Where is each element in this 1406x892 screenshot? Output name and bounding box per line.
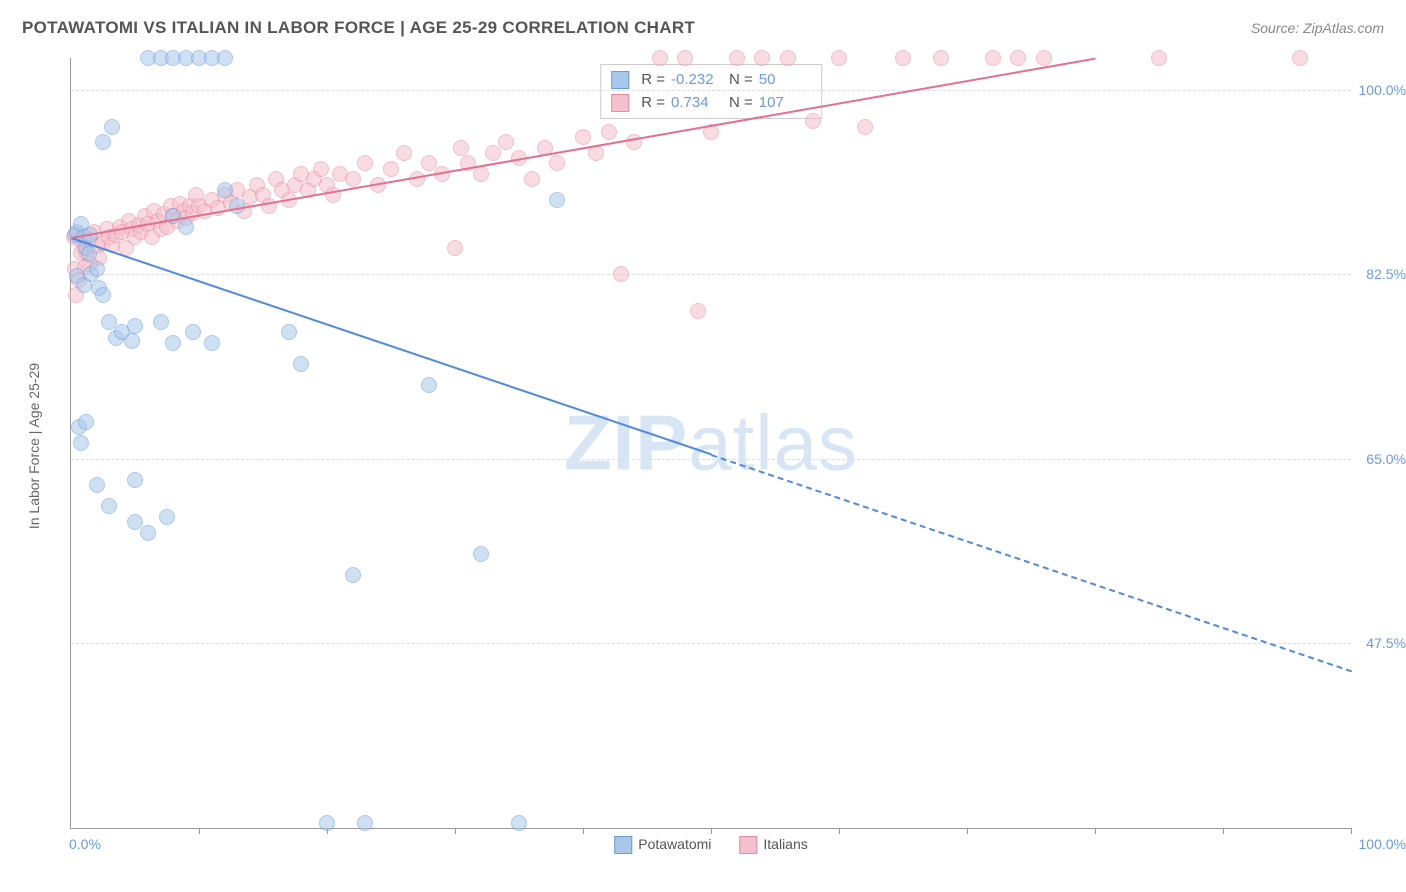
y-axis-label: In Labor Force | Age 25-29 xyxy=(26,363,42,529)
source-label: Source: ZipAtlas.com xyxy=(1251,20,1384,36)
potawatomi-marker xyxy=(140,525,156,541)
x-axis-max: 100.0% xyxy=(1359,836,1406,852)
potawatomi-marker xyxy=(89,261,105,277)
italians-marker xyxy=(1010,50,1026,66)
potawatomi-marker xyxy=(293,356,309,372)
potawatomi-marker xyxy=(473,546,489,562)
italians-marker xyxy=(613,266,629,282)
r-value-italians: 0.734 xyxy=(671,92,723,115)
potawatomi-marker xyxy=(229,198,245,214)
gridline xyxy=(71,459,1351,460)
y-tick-label: 100.0% xyxy=(1359,82,1406,98)
potawatomi-marker xyxy=(124,333,140,349)
italians-marker xyxy=(831,50,847,66)
italians-marker xyxy=(729,50,745,66)
italians-marker xyxy=(357,155,373,171)
legend-swatch-potawatomi xyxy=(611,71,629,89)
potawatomi-marker xyxy=(345,567,361,583)
gridline xyxy=(71,643,1351,644)
potawatomi-marker xyxy=(511,815,527,831)
italians-marker xyxy=(575,129,591,145)
italians-marker xyxy=(447,240,463,256)
swatch-italians-icon xyxy=(739,836,757,854)
x-tick xyxy=(967,828,968,834)
potawatomi-marker xyxy=(89,477,105,493)
trend-line xyxy=(710,454,1351,674)
potawatomi-marker xyxy=(127,318,143,334)
potawatomi-marker xyxy=(95,287,111,303)
italians-marker xyxy=(498,134,514,150)
trend-line xyxy=(71,58,1095,239)
gridline xyxy=(71,90,1351,91)
swatch-potawatomi-icon xyxy=(614,836,632,854)
x-tick xyxy=(1223,828,1224,834)
chart-title: POTAWATOMI VS ITALIAN IN LABOR FORCE | A… xyxy=(22,18,695,38)
italians-marker xyxy=(1036,50,1052,66)
potawatomi-marker xyxy=(73,435,89,451)
y-tick-label: 82.5% xyxy=(1366,266,1406,282)
italians-marker xyxy=(261,198,277,214)
series-legend: Potawatomi Italians xyxy=(614,836,808,854)
plot-area: ZIPatlas R =-0.232 N =50 R =0.734 N =107… xyxy=(70,58,1351,829)
italians-marker xyxy=(601,124,617,140)
potawatomi-marker xyxy=(281,324,297,340)
y-tick-label: 65.0% xyxy=(1366,451,1406,467)
italians-marker xyxy=(396,145,412,161)
x-tick xyxy=(839,828,840,834)
italians-marker xyxy=(780,50,796,66)
potawatomi-marker xyxy=(217,182,233,198)
italians-marker xyxy=(524,171,540,187)
potawatomi-marker xyxy=(104,119,120,135)
italians-marker xyxy=(754,50,770,66)
x-tick xyxy=(583,828,584,834)
r-value-potawatomi: -0.232 xyxy=(671,69,723,92)
y-tick-label: 47.5% xyxy=(1366,635,1406,651)
x-tick xyxy=(711,828,712,834)
legend-label-italians: Italians xyxy=(763,836,807,852)
potawatomi-marker xyxy=(165,335,181,351)
potawatomi-marker xyxy=(78,414,94,430)
potawatomi-marker xyxy=(185,324,201,340)
italians-marker xyxy=(933,50,949,66)
x-tick xyxy=(1351,828,1352,834)
potawatomi-marker xyxy=(95,134,111,150)
gridline xyxy=(71,274,1351,275)
potawatomi-marker xyxy=(159,509,175,525)
n-value-potawatomi: 50 xyxy=(759,69,811,92)
italians-marker xyxy=(313,161,329,177)
italians-marker xyxy=(345,171,361,187)
italians-marker xyxy=(549,155,565,171)
potawatomi-marker xyxy=(153,314,169,330)
italians-marker xyxy=(1292,50,1308,66)
potawatomi-marker xyxy=(549,192,565,208)
potawatomi-marker xyxy=(421,377,437,393)
watermark: ZIPatlas xyxy=(564,398,858,489)
italians-marker xyxy=(677,50,693,66)
potawatomi-marker xyxy=(127,472,143,488)
italians-marker xyxy=(690,303,706,319)
potawatomi-marker xyxy=(178,219,194,235)
italians-marker xyxy=(985,50,1001,66)
italians-marker xyxy=(805,113,821,129)
italians-marker xyxy=(857,119,873,135)
italians-marker xyxy=(895,50,911,66)
legend-swatch-italians xyxy=(611,94,629,112)
x-tick xyxy=(1095,828,1096,834)
potawatomi-marker xyxy=(217,50,233,66)
potawatomi-marker xyxy=(101,498,117,514)
italians-marker xyxy=(383,161,399,177)
x-tick xyxy=(199,828,200,834)
potawatomi-marker xyxy=(319,815,335,831)
legend-label-potawatomi: Potawatomi xyxy=(638,836,711,852)
italians-marker xyxy=(652,50,668,66)
x-tick xyxy=(455,828,456,834)
italians-marker xyxy=(473,166,489,182)
italians-marker xyxy=(1151,50,1167,66)
potawatomi-marker xyxy=(204,335,220,351)
x-axis-origin: 0.0% xyxy=(69,836,101,852)
potawatomi-marker xyxy=(81,246,97,262)
italians-marker xyxy=(453,140,469,156)
potawatomi-marker xyxy=(357,815,373,831)
